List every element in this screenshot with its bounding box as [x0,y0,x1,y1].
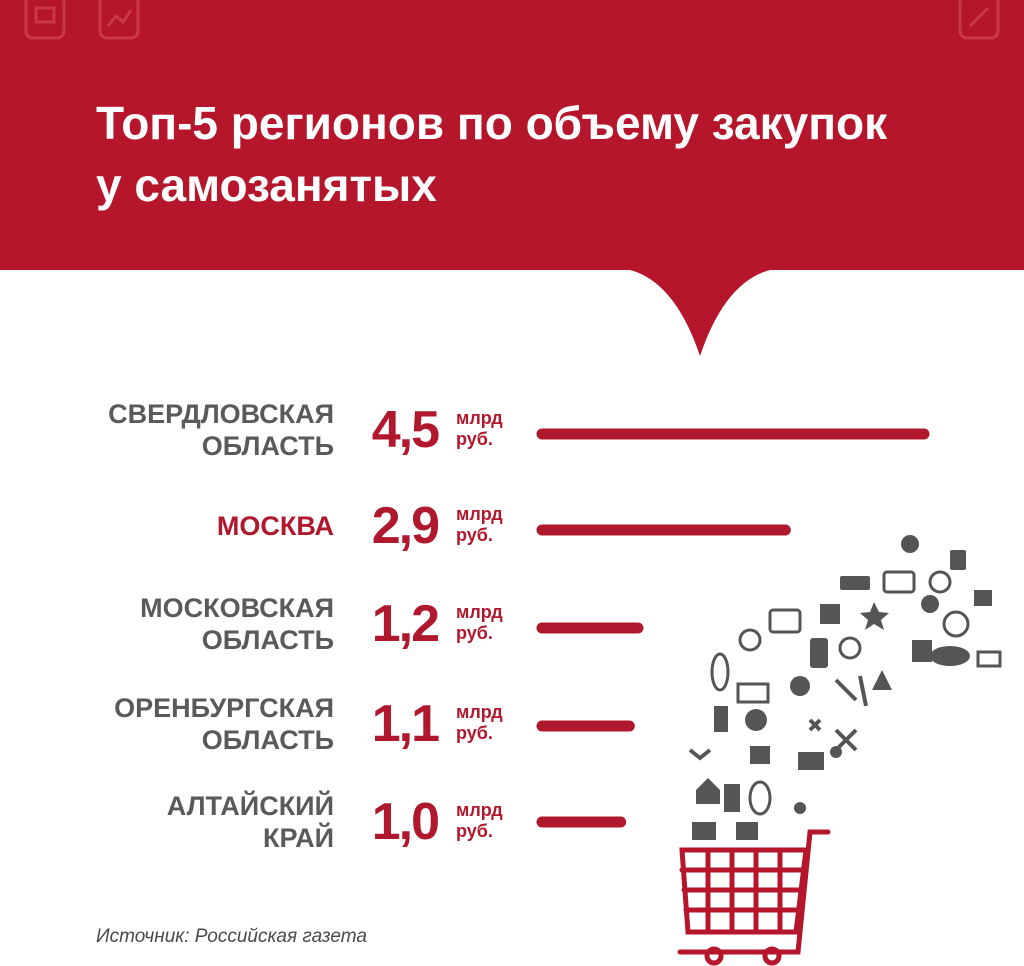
email-icon [838,636,862,660]
unit-label-line: руб. [456,821,493,841]
region-label-line: Свердловская [108,399,334,429]
region-label-line: Московская [140,593,334,623]
share-icon-2 [794,802,806,814]
region-label-line: Алтайский [166,791,334,821]
region-label-line: Оренбургская [114,693,334,723]
page-title: Топ-5 регионов по объему закупок у самоз… [96,92,976,216]
puzzle-icon [974,590,992,606]
bin-icon [912,640,932,662]
unit-label: млрд руб. [456,408,536,450]
region-label-line: Москва [216,511,334,541]
unit-label: млрд руб. [456,504,536,546]
at-icon [942,610,970,638]
title-line-2: у самозанятых [96,159,437,211]
unit-label: млрд руб. [456,702,536,744]
share-icon [830,746,842,758]
value-label: 1,1 [371,695,440,753]
unit-label-line: млрд [456,702,503,722]
value-label: 1,2 [371,595,440,653]
triangle-icon [872,670,892,690]
value-label: 4,5 [371,401,440,459]
unit-label-line: руб. [456,525,493,545]
battery-icon [840,576,870,590]
home-icon [696,778,720,804]
value-label: 2,9 [371,497,440,555]
header-banner [0,0,1024,356]
region-label-line: область [201,431,334,461]
pin-icon [790,676,810,696]
puzzle-icon-2 [736,822,758,840]
sun-icon-2 [745,709,767,731]
region-label: Оренбургская область [14,692,334,756]
phone-icon [714,706,728,732]
unit-label-line: млрд [456,602,503,622]
region-label: Алтайский край [14,790,334,854]
unit-label-line: руб. [456,723,493,743]
close-icon [808,718,822,732]
flying-icons [688,535,1002,840]
unit-label-line: млрд [456,504,503,524]
monitor-icon [750,746,770,764]
bars-layer [536,428,930,828]
cloud-icon [930,646,970,666]
unit-label-line: руб. [456,623,493,643]
chat-icon [882,570,916,594]
source-note: Источник: Российская газета [96,926,367,947]
paperclip-icon [710,652,730,692]
value-label: 1,0 [371,793,440,851]
cross-icon [834,728,858,752]
folder-icon [798,752,824,770]
window-icon [820,604,840,624]
chart-icon [98,0,140,40]
document-icon [24,0,66,40]
shopping-cart-illustration [677,535,1002,966]
header-background [0,0,1024,356]
unit-label: млрд руб. [456,602,536,644]
speaker-icon-2 [724,784,740,812]
regions-bar-chart: Свердловская область 4,5 млрд руб. Москва 2,9 м… [0,380,1024,860]
region-label-line: область [201,625,334,655]
region-label-line: область [201,725,334,755]
edit-icon [958,0,1000,40]
cart-small-icon [736,682,770,704]
flower-icon [688,748,712,761]
gear-icon [921,595,939,613]
shopping-cart-icon [677,829,831,966]
title-line-1: Топ-5 регионов по объему закупок [96,97,888,149]
star-icon [860,602,889,630]
clock-icon [738,628,762,652]
region-label: Москва [14,510,334,542]
search-icon [928,570,952,594]
laptop-icon [976,650,1002,668]
sun-icon [901,535,919,553]
speaker-icon [810,638,828,668]
region-label: Свердловская область [14,398,334,462]
camera-icon [692,822,716,840]
region-label-line: край [262,823,334,853]
unit-label-line: млрд [456,408,503,428]
pencil-icon [834,675,868,707]
chat-icon-2 [768,608,802,634]
region-label: Московская область [14,592,334,656]
unit-label-line: млрд [456,800,503,820]
unit-label: млрд руб. [456,800,536,842]
paperclip-icon-2 [748,780,772,816]
trash-icon [950,550,966,570]
unit-label-line: руб. [456,429,493,449]
